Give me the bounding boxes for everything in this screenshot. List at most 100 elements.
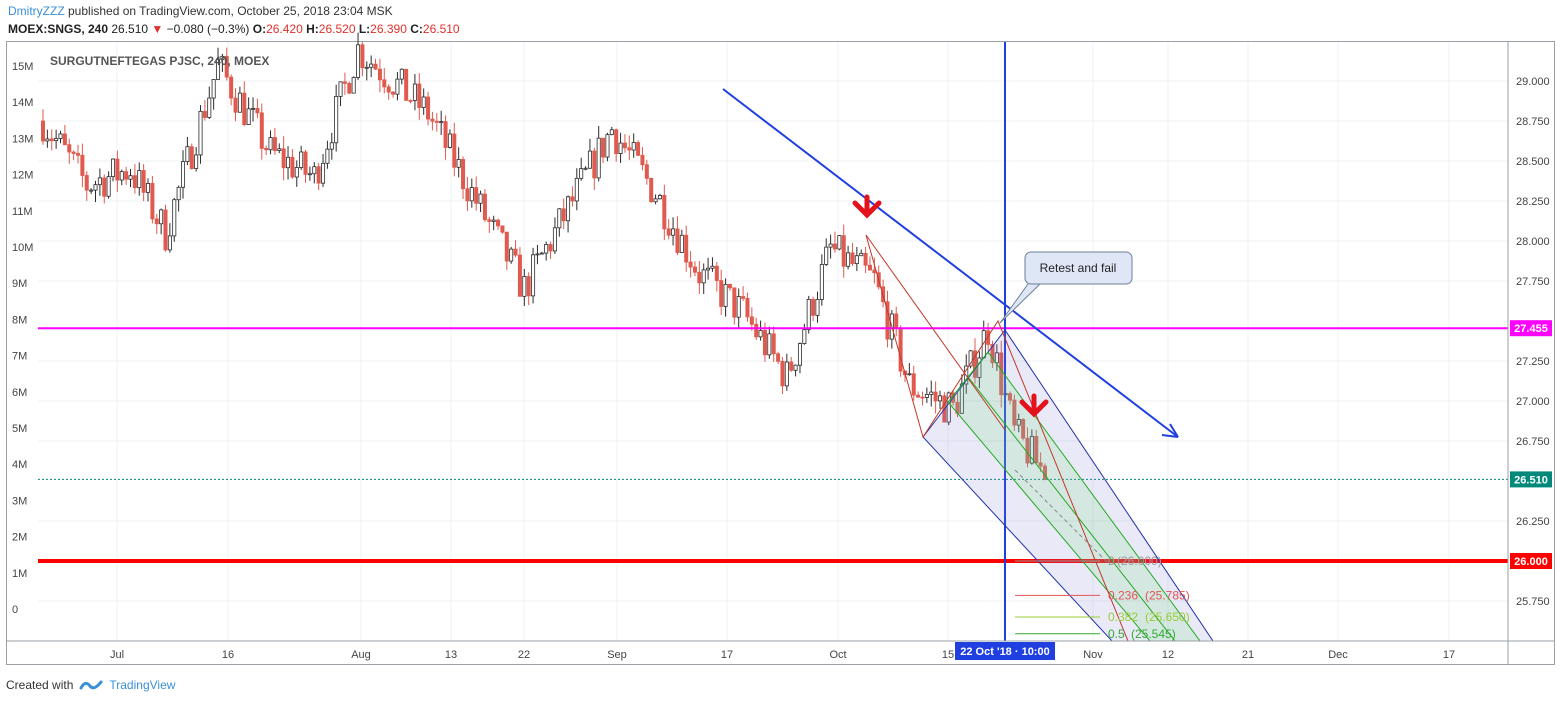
trend-line-arrow[interactable]	[722, 88, 1179, 438]
candle	[1021, 418, 1026, 441]
down-arrow-icon: ▼	[151, 22, 164, 36]
volume-tick-label: 11M	[12, 206, 33, 218]
candle	[391, 91, 396, 98]
horizontal-level[interactable]: 27.455	[38, 320, 1552, 337]
candle	[797, 342, 802, 374]
fib-price-label: (25.650)	[1145, 610, 1190, 624]
candle	[714, 262, 719, 292]
candle	[58, 130, 63, 144]
candle	[67, 138, 72, 164]
candle	[128, 168, 133, 188]
candle	[596, 125, 601, 182]
candle	[338, 81, 343, 107]
candle	[106, 171, 111, 199]
time-axis[interactable]: Jul 16 Aug 13 22 Sep 17 Oct 15 Nov 12 21 Dec 17	[6, 640, 1555, 661]
candle	[146, 178, 151, 202]
crosshair-vertical[interactable]: 22 Oct '18 · 10:00	[955, 42, 1055, 660]
author-link[interactable]: DmitryZZZ	[8, 4, 65, 18]
candle	[570, 186, 575, 207]
candle	[255, 98, 260, 119]
candle	[640, 147, 645, 171]
fib-level: 0.236 (25.785)	[1015, 588, 1190, 602]
time-tick-label: 17	[1443, 649, 1455, 661]
fib-ratio-label: 0.382	[1108, 610, 1138, 624]
candle	[566, 195, 571, 233]
volume-tick-label: 8M	[12, 314, 27, 326]
candle	[154, 213, 159, 234]
candle	[342, 72, 347, 95]
close-value: 26.510	[422, 22, 460, 36]
candle	[513, 240, 518, 258]
time-tick-label: 12	[1162, 649, 1174, 661]
candle	[321, 154, 326, 187]
candle	[937, 390, 942, 409]
time-tick-label: Aug	[351, 649, 371, 661]
candle	[846, 245, 851, 270]
candle	[867, 256, 872, 271]
candle	[80, 143, 85, 188]
candle	[1038, 452, 1043, 472]
candle	[636, 140, 641, 157]
grid	[38, 42, 1508, 641]
volume-tick-label: 14M	[12, 97, 33, 109]
candle	[229, 74, 234, 106]
pitchfork-channel[interactable]	[865, 234, 1214, 642]
volume-tick-label: 4M	[12, 459, 27, 471]
time-tick-label: Dec	[1328, 649, 1348, 661]
time-tick-label: 15	[942, 649, 954, 661]
horizontal-level[interactable]: 26.000	[38, 553, 1552, 569]
candle	[369, 55, 374, 78]
price-tick-label: 25.750	[1516, 596, 1550, 608]
candle	[426, 91, 431, 126]
candle	[137, 162, 142, 196]
candle	[618, 132, 623, 163]
candle	[373, 58, 378, 70]
candle	[461, 156, 466, 199]
candle	[111, 158, 116, 182]
candle	[981, 320, 986, 359]
candle	[697, 260, 702, 295]
candle	[649, 177, 654, 203]
candle	[185, 136, 190, 166]
candle	[544, 241, 549, 261]
fib-price-label: (25.545)	[1131, 627, 1176, 641]
candle	[89, 188, 94, 194]
candle	[622, 134, 627, 153]
callout-annotation[interactable]: Retest and fail	[999, 251, 1133, 324]
volume-tick-label: 2M	[12, 532, 27, 544]
candle	[522, 268, 527, 306]
level-price-label: 26.000	[1514, 556, 1548, 568]
candle	[417, 73, 422, 120]
candle	[859, 249, 864, 257]
candle	[93, 180, 98, 203]
price-change: −0.080 (−0.3%)	[166, 22, 250, 36]
candle	[237, 86, 242, 113]
candle	[745, 292, 750, 322]
volume-tick-label: 0	[12, 604, 18, 616]
candle	[583, 166, 588, 171]
candle	[277, 143, 282, 154]
price-axis[interactable]: 29.000 28.750 28.500 28.250 28.000 27.750 27.2…	[1507, 42, 1550, 665]
candle	[220, 53, 225, 72]
candle	[404, 68, 409, 101]
candle	[684, 225, 689, 272]
candle	[517, 247, 522, 297]
fib-ratio-label: 0.236	[1108, 588, 1138, 602]
price-tick-label: 27.250	[1516, 356, 1550, 368]
candle	[491, 215, 496, 231]
symbol-watermark: SURGUTNEFTEGAS PJSC, 240, MOEX	[50, 54, 269, 68]
time-tick-label: 13	[445, 649, 457, 661]
candle	[758, 320, 763, 341]
candle	[644, 159, 649, 185]
candle	[141, 164, 146, 202]
tradingview-link[interactable]: TradingView	[109, 678, 176, 692]
volume-tick-label: 15M	[12, 61, 33, 73]
volume-tick-label: 9M	[12, 278, 27, 290]
candle	[657, 193, 662, 200]
high-label: H:	[306, 22, 319, 36]
level-price-label: 26.510	[1514, 474, 1548, 486]
candle	[482, 188, 487, 223]
horizontal-level[interactable]: 26.510	[38, 471, 1552, 488]
candle	[631, 133, 636, 158]
